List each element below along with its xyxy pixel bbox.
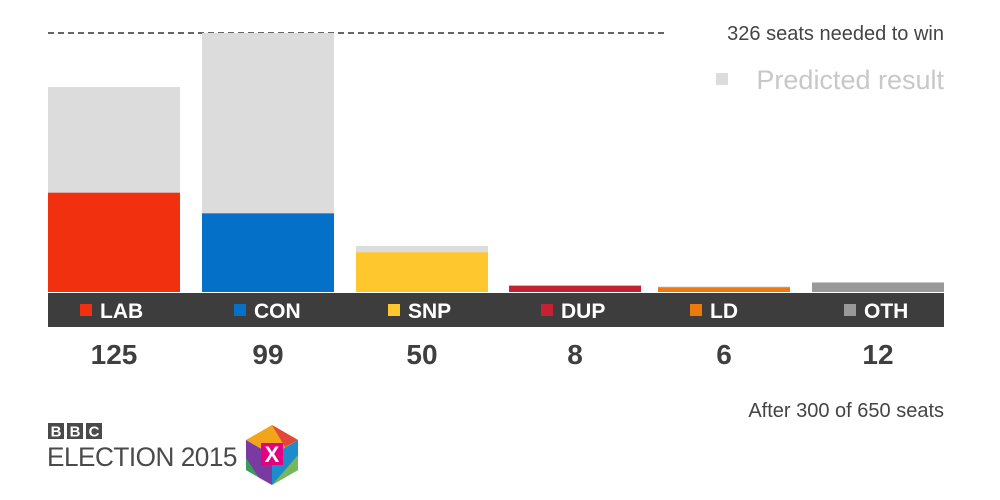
bar-actual-oth [812, 282, 944, 292]
bar-actual-lab [48, 192, 180, 292]
bbc-letter-1: B [51, 424, 62, 441]
value-label-lab: 125 [91, 339, 138, 370]
bar-actual-snp [356, 252, 488, 292]
value-labels-group: 125 99 50 8 6 12 [91, 339, 894, 370]
bars-group [48, 33, 944, 292]
value-label-snp: 50 [406, 339, 437, 370]
footnote: After 300 of 650 seats [748, 400, 944, 422]
bbc-block-2 [67, 423, 83, 439]
party-swatch-ld [690, 304, 702, 316]
bbc-block-3 [86, 423, 102, 439]
bar-actual-con [202, 213, 334, 292]
value-label-ld: 6 [716, 339, 732, 370]
value-label-oth: 12 [862, 339, 893, 370]
party-label-snp: SNP [408, 300, 451, 323]
bar-actual-ld [658, 287, 790, 292]
party-label-lab: LAB [100, 300, 143, 323]
bbc-letter-2: B [70, 424, 81, 441]
party-band [48, 293, 944, 327]
bbc-letter-3: C [89, 424, 100, 441]
bbc-election-logo: B B C ELECTION 2015 X [47, 423, 298, 485]
legend-label: Predicted result [756, 65, 944, 95]
bar-actual-dup [509, 285, 641, 292]
party-swatch-oth [844, 304, 856, 316]
party-swatch-dup [541, 304, 553, 316]
reference-line-label: 326 seats needed to win [727, 23, 944, 45]
logo-title: ELECTION 2015 [47, 442, 237, 472]
value-label-con: 99 [252, 339, 283, 370]
value-label-dup: 8 [567, 339, 583, 370]
party-swatch-con [234, 304, 246, 316]
party-swatch-snp [388, 304, 400, 316]
party-label-oth: OTH [864, 300, 908, 323]
logo-x-letter: X [265, 442, 280, 467]
party-swatch-lab [80, 304, 92, 316]
party-label-con: CON [254, 300, 301, 323]
election-cube-icon: X [246, 425, 298, 485]
legend-swatch [716, 73, 728, 85]
bbc-block-1 [48, 423, 64, 439]
party-label-ld: LD [710, 300, 738, 323]
party-labels-group: LAB CON SNP DUP LD OTH [80, 300, 908, 323]
party-label-dup: DUP [561, 300, 605, 323]
